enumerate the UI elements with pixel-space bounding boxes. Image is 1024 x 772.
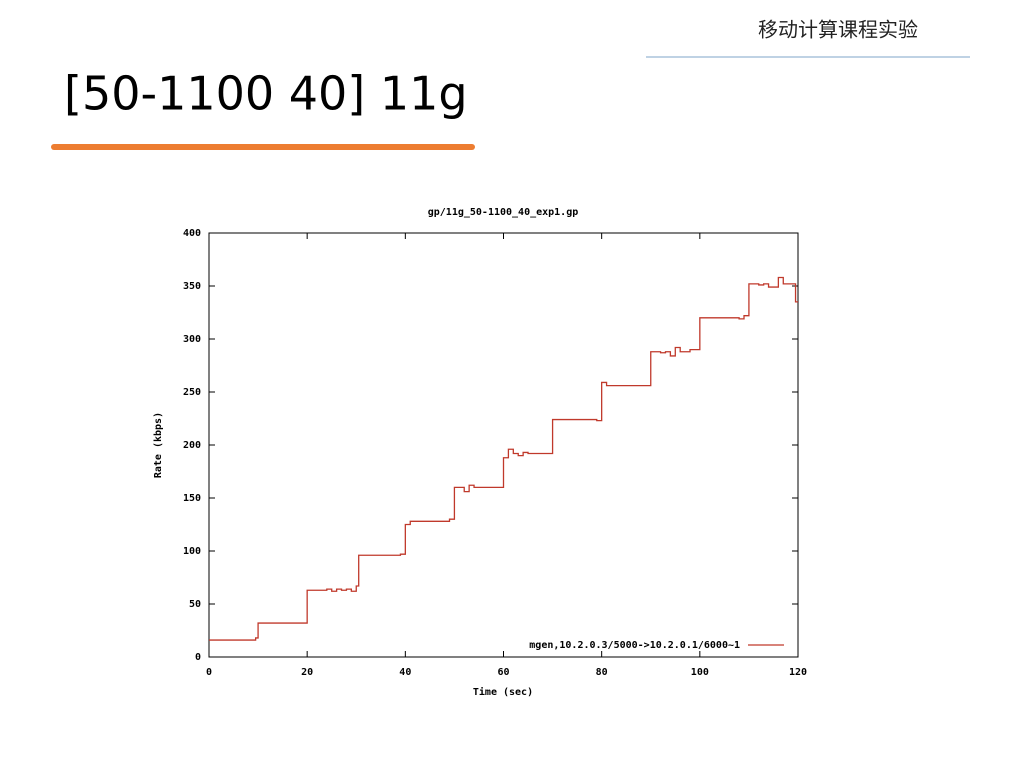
x-tick-label: 60 (497, 667, 509, 678)
x-tick-label: 120 (789, 667, 807, 678)
y-tick-label: 250 (183, 387, 201, 398)
y-tick-label: 150 (183, 493, 201, 504)
legend-label: mgen,10.2.0.3/5000->10.2.0.1/6000~1 (529, 640, 740, 651)
x-tick-label: 100 (691, 667, 709, 678)
x-axis-label: Time (sec) (473, 686, 533, 698)
x-tick-label: 40 (399, 667, 411, 678)
plot-frame (208, 232, 799, 658)
y-axis-label: Rate (kbps) (153, 412, 164, 478)
x-tick-label: 0 (206, 667, 212, 678)
course-name: 移动计算课程实验 (758, 18, 918, 42)
slide-title: [50-1100 40] 11g (64, 67, 468, 121)
y-tick-label: 100 (183, 546, 201, 557)
chart-title: gp/11g_50-1100_40_exp1.gp (428, 207, 579, 218)
y-tick-label: 350 (183, 281, 201, 292)
y-tick-label: 200 (183, 440, 201, 451)
x-tick-label: 20 (301, 667, 313, 678)
y-tick-label: 300 (183, 334, 201, 345)
y-tick-label: 0 (195, 652, 201, 663)
x-tick-label: 80 (596, 667, 608, 678)
y-tick-label: 50 (189, 599, 201, 610)
y-tick-label: 400 (183, 228, 201, 239)
data-line (209, 276, 798, 641)
